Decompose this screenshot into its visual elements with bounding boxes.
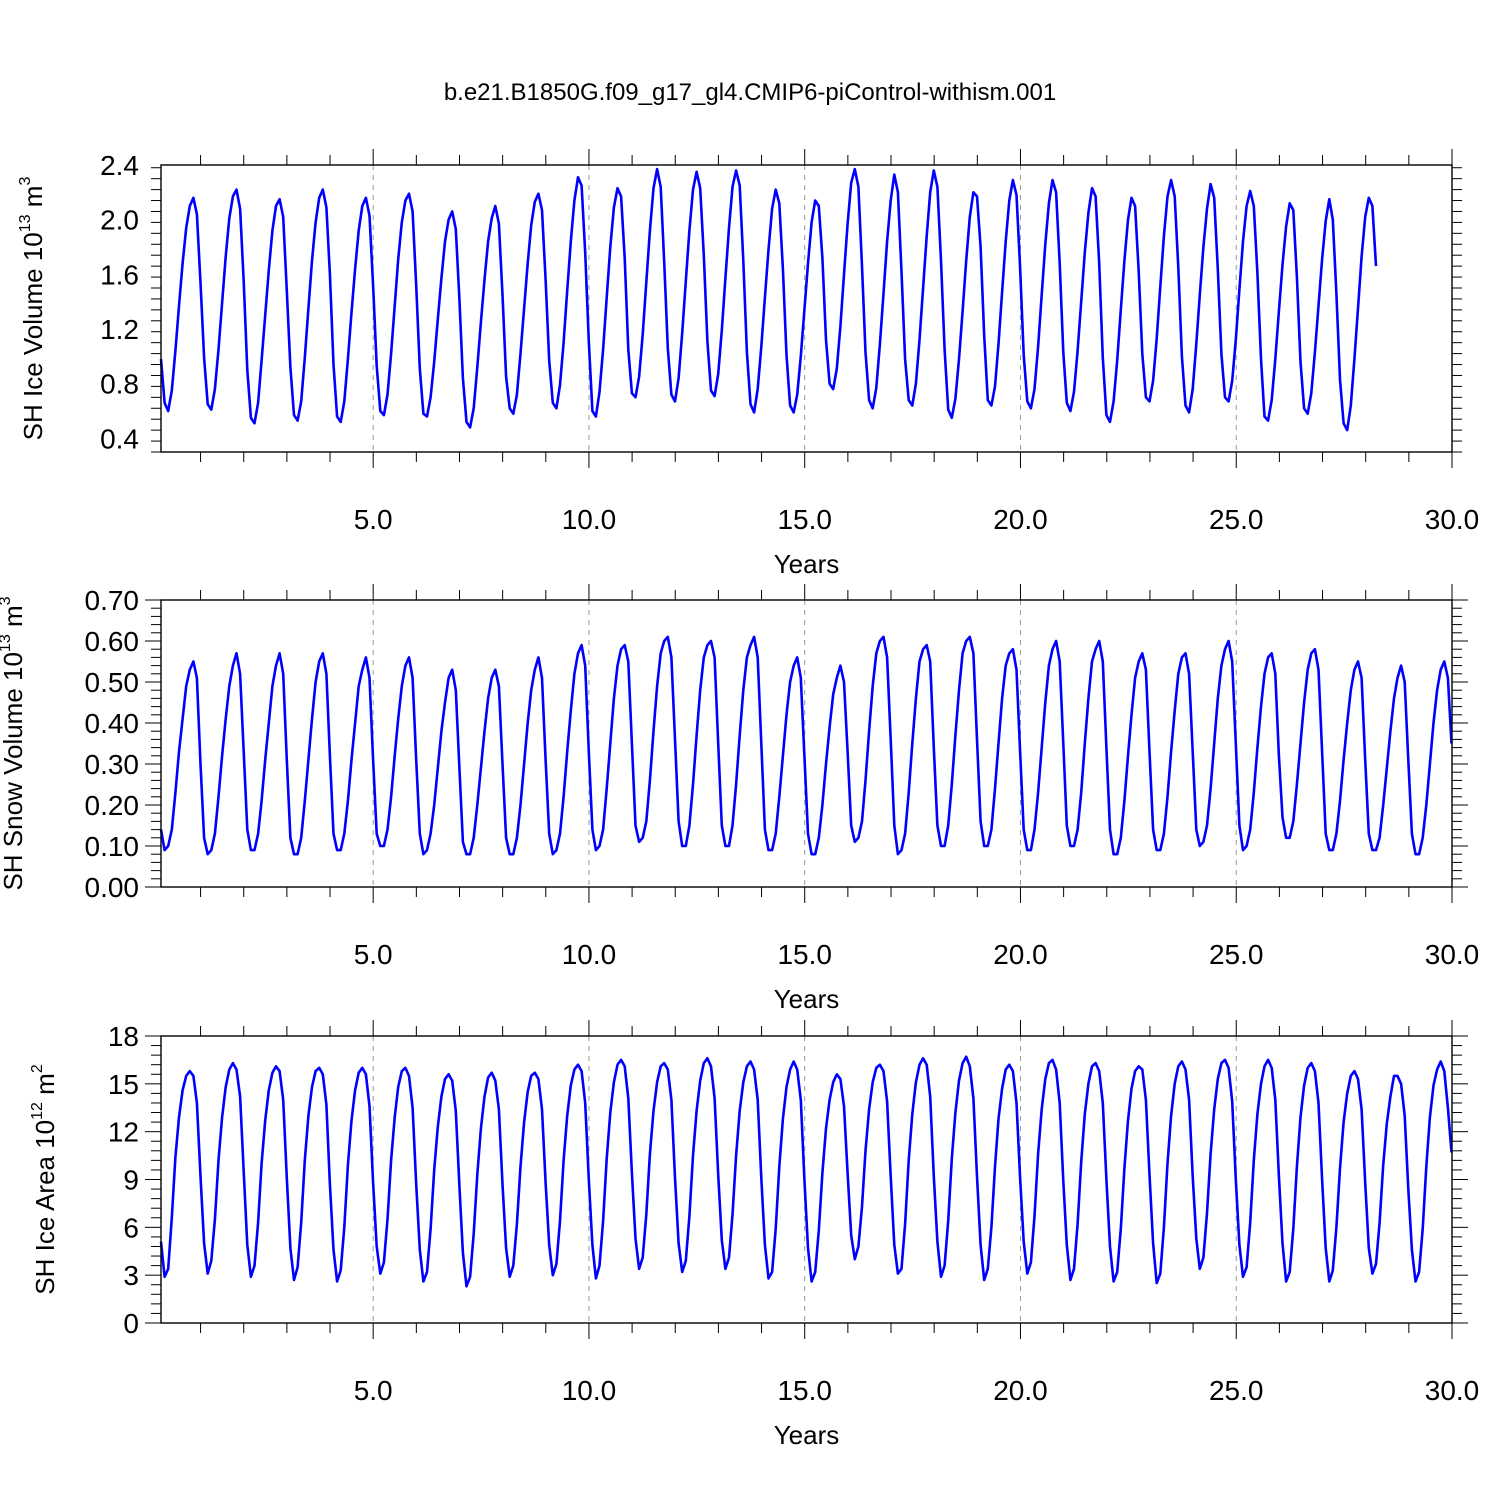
x-tick-label: 15.0	[777, 939, 832, 970]
y-tick-label: 0.10	[85, 831, 140, 862]
x-axis-label: Years	[774, 549, 840, 579]
y-tick-label: 9	[123, 1165, 139, 1196]
x-tick-label: 30.0	[1425, 504, 1480, 535]
series-line-2	[159, 635, 1453, 856]
x-tick-label: 25.0	[1209, 939, 1264, 970]
panels: 0.40.81.21.62.02.45.0 10.0 15.0 20.0 25.0 30.…	[0, 149, 1479, 1450]
y-tick-label: 1.6	[100, 259, 139, 290]
y-tick-label: 0.20	[85, 790, 140, 821]
y-tick-label: 0.60	[85, 626, 140, 657]
y-tick-label: 18	[108, 1021, 139, 1052]
x-tick-label: 25.0	[1209, 504, 1264, 535]
chart-panel-2: 0.00 0.10 0.20 0.30 0.40 0.50 0.60 0.70 5.0 10.0 1…	[0, 584, 1479, 1014]
series-line-1	[159, 167, 1378, 432]
y-tick-label: 0.50	[85, 667, 140, 698]
plot-frame	[160, 599, 1453, 888]
y-tick-label: 0.00	[85, 872, 140, 903]
y-tick-label: 3	[123, 1260, 139, 1291]
y-tick-label: 0	[123, 1308, 139, 1339]
x-tick-label: 10.0	[562, 939, 617, 970]
x-tick-label: 20.0	[993, 1375, 1048, 1406]
y-tick-label: 2.0	[100, 205, 139, 236]
chart-title: b.e21.B1850G.f09_g17_gl4.CMIP6-piControl…	[444, 79, 1056, 106]
x-tick-label: 15.0	[777, 504, 832, 535]
x-tick-label: 5.0	[354, 939, 393, 970]
y-tick-label: 0.40	[85, 708, 140, 739]
y-tick-label: 1.2	[100, 314, 139, 345]
x-tick-label: 20.0	[993, 504, 1048, 535]
x-axis-label: Years	[774, 1420, 840, 1450]
x-tick-label: 10.0	[562, 504, 617, 535]
y-tick-label: 15	[108, 1069, 139, 1100]
x-tick-label: 15.0	[777, 1375, 832, 1406]
y-axis-label: SH Snow Volume 1013 m3	[0, 596, 28, 890]
x-tick-label: 10.0	[562, 1375, 617, 1406]
y-axis-label: SH Ice Volume 1013 m3	[17, 177, 48, 441]
chart-panel-3: 0 3 6 9 12 15 18 5.0 10.0 15.0 20.0 25.0 30.0 Years SH…	[29, 1020, 1479, 1450]
chart-panel-1: 0.4 0.8 1.2 1.6 2.0 2.4 5.0 10.0 15.0 20.0 25.0 30.…	[17, 149, 1479, 579]
y-tick-label: 6	[123, 1212, 139, 1243]
x-tick-label: 30.0	[1425, 1375, 1480, 1406]
y-tick-label: 12	[108, 1117, 139, 1148]
plot-frame	[160, 164, 1453, 453]
x-tick-label: 30.0	[1425, 939, 1480, 970]
x-tick-label: 5.0	[354, 1375, 393, 1406]
plot-frame	[160, 1035, 1453, 1324]
x-axis-label: Years	[774, 984, 840, 1014]
series-line-3	[159, 1055, 1453, 1288]
y-tick-label: 0.8	[100, 369, 139, 400]
y-axis-label: SH Ice Area 1012 m2	[29, 1064, 60, 1295]
y-tick-label: 0.30	[85, 749, 140, 780]
x-tick-label: 5.0	[354, 504, 393, 535]
y-tick-label: 0.70	[85, 585, 140, 616]
x-tick-label: 25.0	[1209, 1375, 1264, 1406]
x-tick-label: 20.0	[993, 939, 1048, 970]
y-tick-label: 0.4	[100, 423, 139, 454]
y-tick-label: 2.4	[100, 150, 139, 181]
